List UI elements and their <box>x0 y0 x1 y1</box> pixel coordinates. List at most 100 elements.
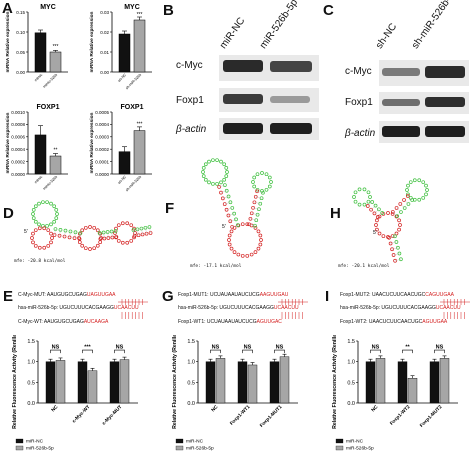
rna-stem-h <box>406 202 411 206</box>
rna-loop-h <box>357 187 362 192</box>
rna-stem-h <box>396 207 402 213</box>
rna-loop-h <box>417 197 422 202</box>
rna-stem-h <box>389 236 395 238</box>
rna-loop-d <box>92 246 97 251</box>
rna-loop-f <box>259 238 263 242</box>
rna-stem-f <box>234 217 238 222</box>
rna-stem-d <box>77 237 82 241</box>
sequence-bases: UCUAUAAUAUCUCG <box>206 319 257 325</box>
rna-loop-h <box>353 199 358 204</box>
blot-c-band <box>382 126 420 137</box>
rna-loop-f <box>219 159 223 164</box>
sequence-row: Foxp1-MUT2: UAACUCUUCAACUGCCAGUUGAA <box>340 292 454 298</box>
legend-label: miR-526b-5p <box>186 446 214 452</box>
rna-stem-d <box>149 227 151 233</box>
y-tick-label: 0.0000 <box>95 172 109 177</box>
rna-stem-d <box>148 231 153 235</box>
x-tick-label: c-Myc-WT <box>71 404 91 424</box>
rna-five-prime: 5' <box>373 230 377 236</box>
rna-stem-f <box>223 183 227 187</box>
rna-loop-d <box>52 219 57 224</box>
bar <box>269 361 280 404</box>
rna-stem-d <box>103 232 105 239</box>
rna-loop-f <box>240 253 245 258</box>
rna-stem-h <box>390 247 394 252</box>
rna-stem-h <box>392 247 398 250</box>
bar <box>55 360 66 404</box>
rna-loop-f <box>222 162 227 167</box>
sequence-row: C-Myc-MUT: AAUGUGCUGAGUAGUUGAA <box>18 292 116 298</box>
sequence-binding-site: CAGUUGAA <box>425 292 454 298</box>
rna-stem-f <box>224 188 229 193</box>
rna-loop-f <box>267 175 272 180</box>
rna-stem-h <box>403 199 409 205</box>
rna-loop-d <box>37 245 42 250</box>
bar <box>407 378 418 404</box>
y-tick-label: 0.15 <box>16 10 25 15</box>
rna-loop-d <box>37 222 41 227</box>
rna-stem-f <box>224 202 231 205</box>
panel-b-western-blot: miR-NC miR-526b-5p c-Myc Foxp1 β-actin <box>175 0 325 145</box>
rna-loop-d <box>31 240 35 245</box>
rna-loop-h <box>412 197 417 202</box>
rna-stem-d <box>147 225 152 229</box>
legend-label: miR-NC <box>346 439 364 445</box>
y-tick-label: 0.01 <box>100 50 109 55</box>
rna-loop-f <box>240 222 245 227</box>
rna-loop-h <box>366 190 371 195</box>
panel-label-c: C <box>323 2 334 19</box>
rna-stem-d <box>137 229 139 236</box>
y-tick-label: 0.0004 <box>11 147 25 152</box>
rna-loop-f <box>255 172 260 177</box>
rna-loop-f <box>227 238 231 242</box>
rna-loop-f <box>267 184 272 189</box>
x-tick-label: Foxp1-WT1 <box>229 404 252 427</box>
rna-stem-d <box>99 232 101 240</box>
significance-bracket <box>402 349 413 354</box>
rna-loop-d <box>31 216 36 220</box>
rna-stem-h <box>375 215 380 219</box>
rna-loop-d <box>129 223 134 228</box>
y-tick-label: 0.03 <box>100 10 109 15</box>
rna-stem-f <box>254 202 261 204</box>
rna-stem-h <box>402 206 407 210</box>
rna-stem-f <box>228 200 233 205</box>
sequence-label: Foxp1-WT2: <box>340 319 369 325</box>
rna-loop-d <box>54 216 59 220</box>
panel-label-e: E <box>3 288 14 305</box>
rna-stem-d <box>107 231 109 239</box>
blot-b-band <box>270 61 312 72</box>
rna-stem-h <box>402 198 406 202</box>
rna-stem-f <box>247 222 251 227</box>
x-tick-label: sh-NC <box>117 73 127 83</box>
significance-bracket <box>434 349 445 354</box>
x-tick-label: Foxp1-WT2 <box>389 404 412 427</box>
y-tick-label: 0.0 <box>27 401 35 407</box>
rna-loop-d <box>52 204 57 209</box>
rna-stem-f <box>230 219 237 222</box>
rna-loop-d <box>92 225 97 230</box>
y-tick-label: 0.0 <box>347 401 355 407</box>
blot-c-row-3: β-actin <box>345 128 376 139</box>
blot-c-row-1: c-Myc <box>345 66 372 77</box>
blot-b-band <box>223 94 263 104</box>
x-tick-label: Foxp1-MUT1 <box>259 404 284 429</box>
rna-stem-f <box>248 216 253 221</box>
x-tick-label: sh-NC <box>117 175 127 185</box>
rna-stem-d <box>145 227 147 234</box>
rna-stem-h <box>407 195 413 201</box>
y-axis-label: Relative Fluorescence Activity (Renilla/… <box>332 335 338 429</box>
rna-loop-h <box>368 195 372 199</box>
rna-loop-f <box>229 229 234 234</box>
sequence-bases: UGUCUUUCACGAAGG <box>219 305 274 311</box>
bar <box>247 364 258 404</box>
rna-stem-f <box>255 189 259 194</box>
rna-stem-f <box>232 224 238 228</box>
rna-loop-h <box>408 180 413 185</box>
blot-c-band <box>382 68 420 76</box>
rna-stem-f <box>221 196 225 201</box>
rna-loop-d <box>31 208 36 212</box>
y-tick-label: 0.5 <box>347 380 355 386</box>
y-tick-label: 0.0004 <box>95 122 109 127</box>
significance-label: *** <box>137 122 143 128</box>
